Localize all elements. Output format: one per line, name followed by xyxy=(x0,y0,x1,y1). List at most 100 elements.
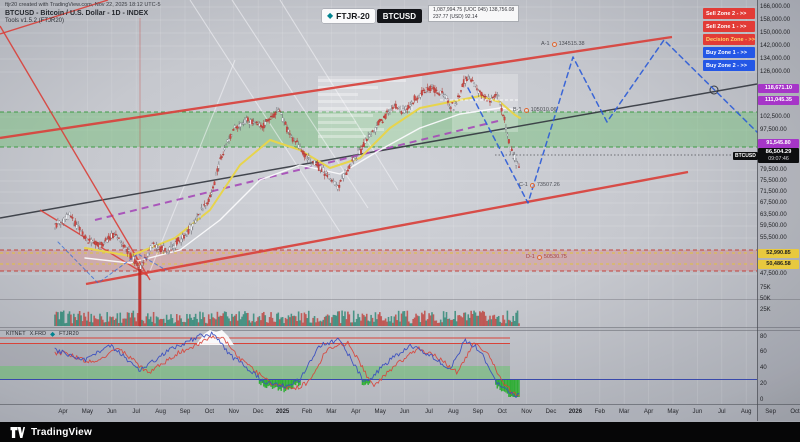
price-axis-tick: 80 xyxy=(760,333,767,340)
footer-brand: TradingView xyxy=(31,426,92,438)
time-axis-label: Oct xyxy=(497,409,507,415)
time-axis-label: Jul xyxy=(425,409,433,415)
annotation-price: 134515.38 xyxy=(558,41,585,47)
time-axis-label: Oct xyxy=(790,409,800,415)
zone-quick-link[interactable]: Sell Zone 2 - >> xyxy=(703,8,755,19)
wave-annotation: D-1 50530.75 xyxy=(526,254,567,260)
time-axis-label: Aug xyxy=(155,409,166,415)
zone-quick-link[interactable]: Sell Zone 1 - >> xyxy=(703,21,755,32)
time-axis-label: Jun xyxy=(106,409,117,415)
time-axis-label: May xyxy=(667,409,679,415)
data-window-tooltip: 1,087,994.75 (UOC 045) 138,756.08 237.77… xyxy=(428,5,520,22)
time-axis-label: Jun xyxy=(692,409,703,415)
time-axis-label: May xyxy=(81,409,94,415)
price-axis-tick: 134,000.00 xyxy=(760,55,791,62)
price-axis-tick: 20 xyxy=(760,380,767,387)
tooltip-line-1: 1,087,994.75 (UOC 045) 138,756.08 xyxy=(433,7,515,13)
annotation-price: 50530.75 xyxy=(543,254,567,260)
indicator-badges: ◆ FTJR-20 BTCUSD xyxy=(322,9,423,23)
price-axis-tick: 75K xyxy=(760,284,771,291)
target-circle-icon xyxy=(523,107,529,113)
time-axis-label: Feb xyxy=(594,409,605,415)
time-axis-label: Mar xyxy=(326,409,337,415)
indicator-name: FTJR-20 xyxy=(336,11,370,21)
price-axis-tick: 79,500.00 xyxy=(760,166,787,173)
ftjr-indicator-badge[interactable]: ◆ FTJR-20 xyxy=(322,9,375,23)
last-price-value: 86,504.29 xyxy=(765,149,792,155)
oscillator-brand: FTJR20 xyxy=(59,331,79,337)
last-price-label: 86,504.29 09:07:46 xyxy=(758,148,799,163)
bar-countdown: 09:07:46 xyxy=(768,155,789,162)
zone-quick-links: Sell Zone 2 - >> Sell Zone 1 - >> Decision… xyxy=(703,8,755,71)
price-axis-tick: 40 xyxy=(760,364,767,371)
price-axis-tick: 67,500.00 xyxy=(760,199,787,206)
target-circle-icon xyxy=(529,182,535,188)
annotation-price: 73507.26 xyxy=(536,182,560,188)
price-axis-tick: 75,500.00 xyxy=(760,177,787,184)
target-circle-icon xyxy=(536,254,542,260)
annotation-label: D-1 xyxy=(526,254,535,260)
wave-annotation: B-1 105010.06 xyxy=(513,107,557,113)
price-axis-tick: 142,000.00 xyxy=(760,42,791,49)
price-axis-tick: 97,500.00 xyxy=(760,126,787,133)
oscillator-param: X.FRD xyxy=(29,331,47,337)
last-price-symbol-tag: BTCUSD xyxy=(733,152,758,160)
price-axis-tick: 102,500.00 xyxy=(760,113,791,120)
annotation-label: A-1 xyxy=(541,41,550,47)
time-axis-label: Sep xyxy=(179,409,191,415)
diamond-icon: ◆ xyxy=(50,331,56,338)
time-axis-label: Mar xyxy=(619,409,630,415)
price-axis-tick: 59,500.00 xyxy=(760,222,787,229)
price-axis-tick: 60 xyxy=(760,348,767,355)
time-axis-label: Apr xyxy=(58,409,68,415)
diamond-icon: ◆ xyxy=(327,11,334,20)
wave-annotation: C-1 73507.26 xyxy=(519,182,560,188)
indicator-price-label: 118,671.10 xyxy=(758,83,799,93)
time-axis-label: Sep xyxy=(765,409,776,415)
time-axis-label: Dec xyxy=(252,409,264,415)
annotation-label: B-1 xyxy=(513,107,522,113)
wave-annotation: A-1 134515.38 xyxy=(541,41,585,47)
time-axis-label: May xyxy=(374,409,386,415)
time-axis-label: 2026 xyxy=(568,409,583,415)
price-axis-tick: 158,000.00 xyxy=(760,16,791,23)
time-axis-label: Aug xyxy=(740,409,752,415)
oscillator-name: KITNET xyxy=(6,331,26,337)
time-axis-label: Dec xyxy=(545,409,557,415)
indicator-price-label: 111,045.35 xyxy=(758,95,799,105)
time-axis-label: Sep xyxy=(472,409,484,415)
time-axis-label: Apr xyxy=(643,409,654,415)
level-price-label: 52,990.85 xyxy=(758,248,799,258)
time-axis-label: Apr xyxy=(351,409,361,415)
target-circle-icon xyxy=(551,41,557,47)
price-axis-tick: 25K xyxy=(760,306,771,313)
zone-quick-link[interactable]: Buy Zone 2 - >> xyxy=(703,60,755,71)
time-axis-label: Jun xyxy=(399,409,410,415)
time-axis-label: Aug xyxy=(448,409,459,415)
price-axis-tick: 150,000.00 xyxy=(760,29,791,36)
time-axis-label: Nov xyxy=(521,409,532,415)
time-axis-label: 2025 xyxy=(275,409,290,415)
zone-quick-link[interactable]: Buy Zone 1 - >> xyxy=(703,47,755,58)
level-price-label: 50,486.58 xyxy=(758,259,799,269)
annotation-price: 105010.06 xyxy=(530,107,557,113)
time-axis-label: Nov xyxy=(228,409,240,415)
price-axis-tick: 50K xyxy=(760,295,771,302)
tooltip-line-2: 237.77 (USD) 92.14 xyxy=(433,13,478,20)
footer-bar: TradingView xyxy=(0,422,800,442)
price-axis-tick: 55,500.00 xyxy=(760,234,787,241)
price-axis-tick: 126,000.00 xyxy=(760,68,791,75)
annotation-label: C-1 xyxy=(519,182,528,188)
indicator-price-label: 91,545.80 xyxy=(758,138,799,148)
time-axis-label: Jul xyxy=(132,409,141,415)
price-axis-tick: 71,500.00 xyxy=(760,188,787,195)
price-axis-tick: 47,500.00 xyxy=(760,270,787,277)
oscillator-indicator-label[interactable]: KITNET X.FRD ◆ FTJR20 xyxy=(6,330,79,338)
price-axis-tick: 0 xyxy=(760,396,764,403)
zone-quick-link[interactable]: Decision Zone - >> xyxy=(703,34,755,45)
time-axis-label: Oct xyxy=(204,409,215,415)
symbol-badge[interactable]: BTCUSD xyxy=(376,9,423,23)
price-axis-tick: 63,500.00 xyxy=(760,211,787,218)
